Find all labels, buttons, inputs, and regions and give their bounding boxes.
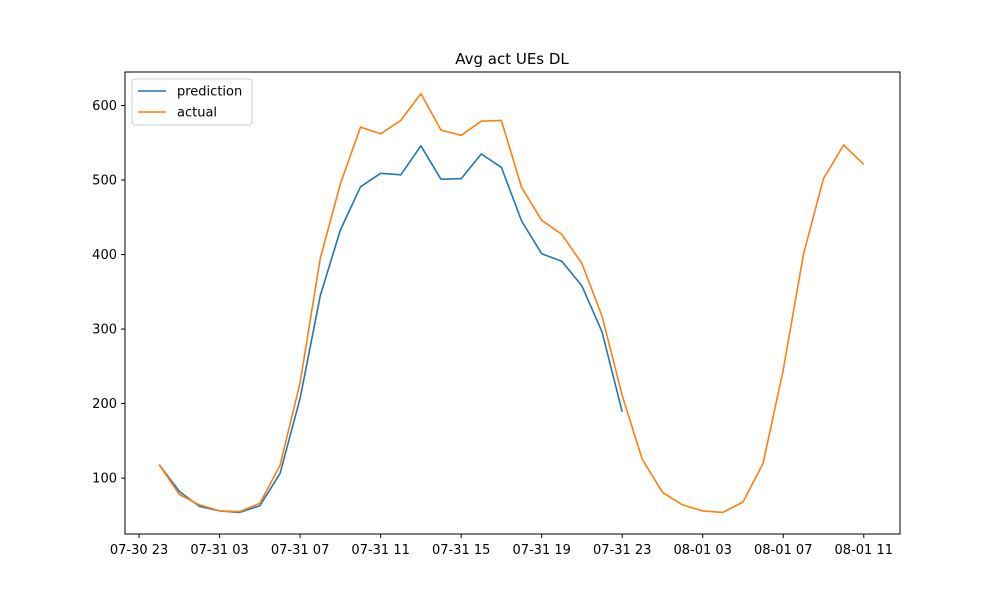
legend: prediction actual (131, 78, 253, 126)
y-tick-label: 500 (92, 174, 117, 189)
series-line-actual (158, 92, 865, 514)
x-tick-label: 08-01 07 (754, 543, 812, 558)
x-tick-label: 07-31 23 (593, 543, 651, 558)
y-tick-label: 600 (92, 99, 117, 114)
series-layer (158, 92, 865, 514)
x-tick-label: 08-01 03 (674, 543, 732, 558)
x-tick-label: 08-01 11 (835, 543, 893, 558)
legend-label-actual: actual (177, 106, 217, 121)
x-tick-label: 07-31 11 (351, 543, 409, 558)
plot-frame (124, 71, 901, 535)
x-tick-label: 07-30 23 (110, 543, 168, 558)
y-axis: 100 200 300 400 500 600 (92, 99, 125, 487)
chart-title: Avg act UEs DL (455, 50, 569, 68)
legend-label-prediction: prediction (177, 85, 242, 100)
y-tick-label: 200 (92, 397, 117, 412)
y-tick-label: 100 (92, 472, 117, 487)
x-tick-label: 07-31 15 (432, 543, 490, 558)
x-axis: 07-30 23 07-31 03 07-31 07 07-31 11 07-31 15… (110, 534, 893, 558)
x-tick-label: 07-31 07 (271, 543, 329, 558)
y-tick-label: 300 (92, 323, 117, 338)
y-tick-label: 400 (92, 248, 117, 263)
x-tick-label: 07-31 03 (190, 543, 248, 558)
x-tick-label: 07-31 19 (512, 543, 570, 558)
